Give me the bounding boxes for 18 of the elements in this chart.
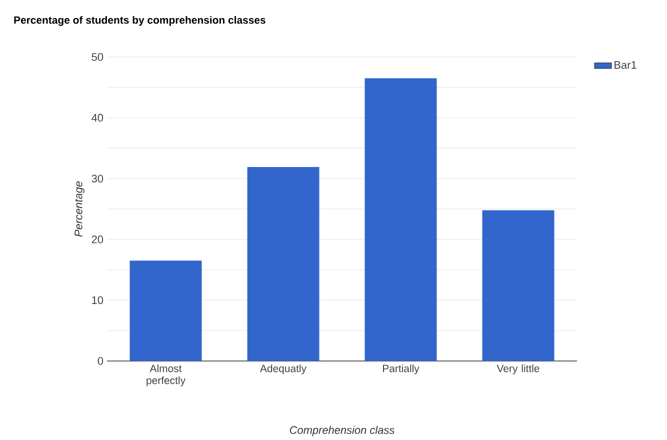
chart-title: Percentage of students by comprehension classes [14, 16, 266, 26]
y-tick-label: 30 [92, 174, 104, 182]
x-tick-label: Almost perfectly [146, 364, 186, 386]
y-tick-label: 40 [92, 114, 104, 122]
x-tick-label: Adequatly [260, 364, 306, 374]
bar [130, 260, 202, 361]
y-axis-title: Percentage [74, 181, 84, 237]
y-tick-label: 20 [92, 236, 104, 244]
x-axis-title: Comprehension class [290, 426, 394, 436]
y-tick-label: 50 [92, 53, 104, 61]
bar [247, 167, 320, 361]
y-tick-label: 0 [98, 357, 104, 365]
y-tick-label: 10 [92, 296, 104, 304]
x-tick-label: Very little [496, 364, 540, 374]
bar [482, 210, 554, 361]
legend-label: Bar1 [614, 61, 636, 69]
x-tick-label: Partially [383, 364, 420, 374]
bar [364, 78, 437, 361]
